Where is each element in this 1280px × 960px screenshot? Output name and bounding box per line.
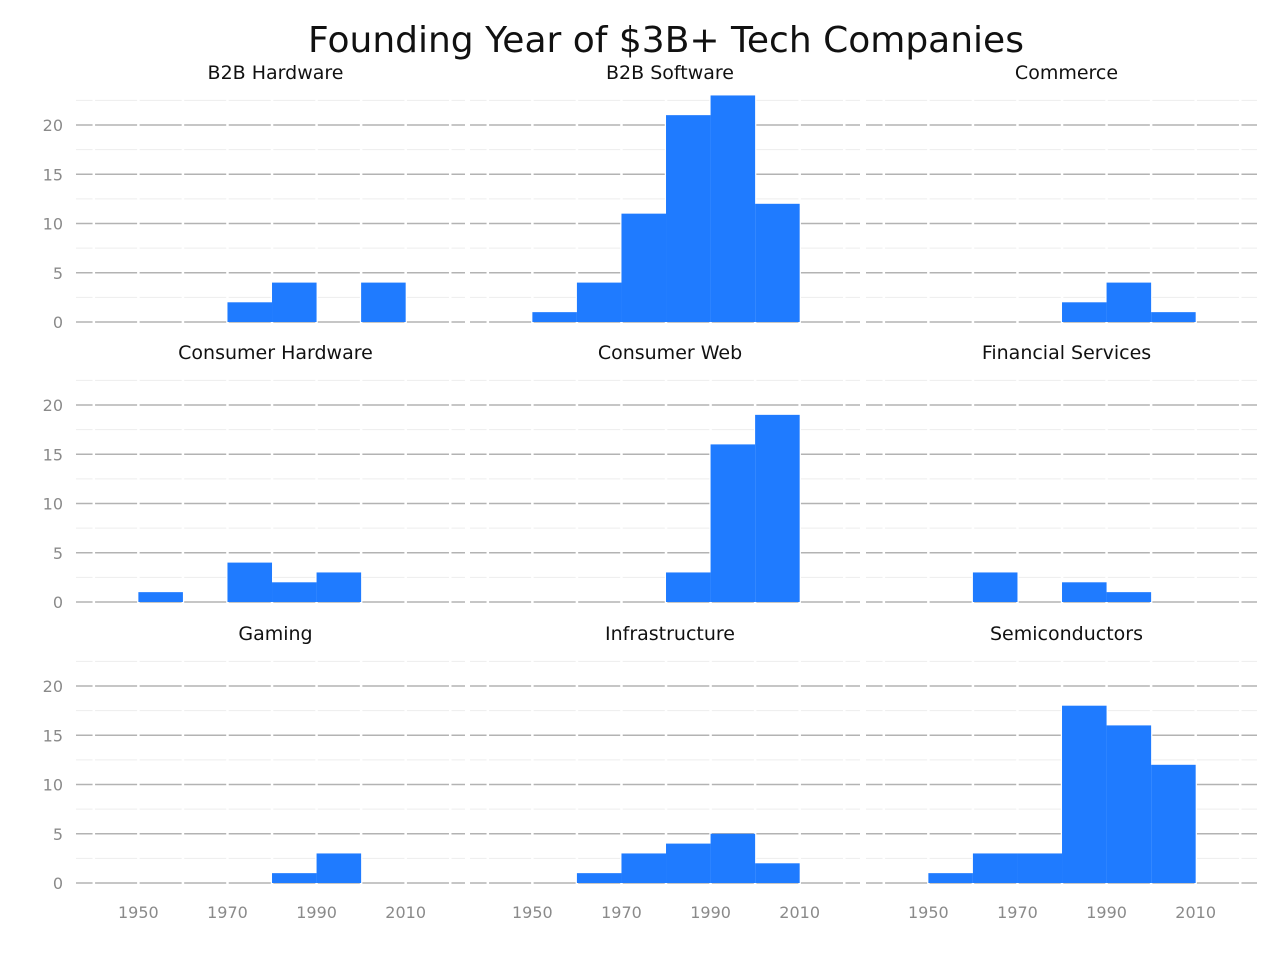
y-tick-label: 5 [53,544,63,563]
y-tick-label: 15 [43,445,63,464]
panel-b2b-hardware: B2B Hardware 1970s: 2B2B Hardware 1980s:… [43,62,465,332]
y-tick-label: 15 [43,165,63,184]
x-tick-label: 1970 [997,903,1038,922]
histogram-bar: Financial Services 1990s: 1 [1106,592,1152,602]
panel-title: Semiconductors [990,623,1143,645]
histogram-bar: Gaming 1990s: 3 [316,853,362,883]
y-tick-label: 0 [53,313,63,332]
x-tick-label: 2010 [385,903,426,922]
y-tick-label: 20 [43,396,63,415]
x-tick-label: 1990 [1086,903,1127,922]
x-tick-label: 1970 [207,903,248,922]
histogram-bar: Infrastructure 1990s: 5 [710,833,756,883]
y-tick-label: 0 [53,593,63,612]
histogram-bar: Consumer Web 2000s: 19 [755,414,800,602]
y-tick-label: 5 [53,825,63,844]
histogram-bar: Semiconductors 1990s: 16 [1106,725,1152,883]
y-tick-label: 5 [53,264,63,283]
panel-title: Commerce [1015,62,1118,84]
panel-gaming: Gaming 1980s: 1Gaming 1990s: 3 Gaming 0 5 10… [43,623,465,922]
histogram-bar: Financial Services 1960s: 3 [972,572,1018,602]
histogram-bar: Semiconductors 1950s: 1 [928,873,973,883]
histogram-bar: Consumer Hardware 1970s: 4 [227,562,273,602]
histogram-bar: Gaming 1980s: 1 [272,873,317,883]
y-tick-label: 10 [43,495,63,514]
panel-title: Consumer Web [598,342,742,364]
panel-b2b-software: B2B Software 1950s: 1B2B Software 1960s:… [470,62,860,323]
histogram-bar: B2B Software 1960s: 4 [576,282,622,322]
panel-financial-services: Financial Services 1960s: 3 Financial Ser… [866,342,1257,603]
histogram-bar: Commerce 1990s: 4 [1106,282,1152,322]
histogram-bar: Commerce 1980s: 2 [1062,302,1107,322]
histogram-bar: Financial Services 1980s: 2 [1062,582,1107,602]
histogram-bar: Infrastructure 1970s: 3 [621,853,667,883]
panel-group: B2B Hardware 1970s: 2B2B Hardware 1980s:… [43,62,1257,922]
histogram-bar: Infrastructure 1960s: 1 [576,873,622,883]
histogram-bar: Infrastructure 1980s: 4 [666,843,711,883]
x-tick-label: 1950 [908,903,949,922]
histogram-bar: B2B Hardware 1980s: 4 [272,282,317,322]
panel-semiconductors: Semiconductors 1950s: 1Semiconductors 19… [866,623,1257,922]
histogram-bar: Consumer Hardware 1950s: 1 [138,592,183,602]
panel-commerce: Commerce 1980s: 2Commerce 1990s: 4Commer… [866,62,1257,323]
panel-infrastructure: Infrastructure 1960s: 1Infrastructure 19… [470,623,860,922]
x-tick-label: 1950 [118,903,159,922]
x-tick-label: 1990 [690,903,731,922]
histogram-bar: B2B Software 1980s: 21 [666,115,711,323]
x-tick-label: 1950 [512,903,553,922]
histogram-bar: B2B Hardware 1970s: 2 [227,302,273,322]
x-tick-label: 2010 [779,903,820,922]
panel-title: Consumer Hardware [178,342,373,364]
histogram-bar: Consumer Web 1990s: 16 [710,444,756,602]
x-tick-label: 2010 [1175,903,1216,922]
histogram-bar: Consumer Web 1980s: 3 [666,572,711,602]
histogram-bar: Infrastructure 2000s: 2 [755,863,800,883]
histogram-bar: B2B Software 1990s: 23 [710,95,756,322]
x-tick-label: 1990 [296,903,337,922]
histogram-bar: Semiconductors 1960s: 3 [972,853,1018,883]
chart-title: Founding Year of $3B+ Tech Companies [308,20,1024,61]
y-tick-label: 20 [43,116,63,135]
y-tick-label: 10 [43,215,63,234]
panel-title: B2B Hardware [208,62,344,84]
panel-title: Gaming [238,623,312,645]
histogram-bar: Semiconductors 1980s: 18 [1062,705,1107,883]
panel-consumer-web: Consumer Web 1980s: 3Consumer Web 1990s:… [470,342,860,603]
histogram-bar: B2B Software 1970s: 11 [621,213,667,322]
histogram-bar: B2B Software 1950s: 1 [532,312,577,322]
y-tick-label: 10 [43,776,63,795]
histogram-bar: Semiconductors 2000s: 12 [1151,764,1196,883]
x-tick-label: 1970 [601,903,642,922]
panel-consumer-hardware: Consumer Hardware 1950s: 1 Consumer Hardw… [43,342,465,612]
y-tick-label: 20 [43,677,63,696]
panel-title: Financial Services [982,342,1151,364]
panel-title: B2B Software [606,62,734,84]
histogram-bar: B2B Hardware 2000s: 4 [361,282,406,322]
panel-title: Infrastructure [605,623,735,645]
y-tick-label: 15 [43,726,63,745]
histogram-bar: B2B Software 2000s: 12 [755,203,800,322]
y-tick-label: 0 [53,874,63,893]
histogram-bar: Commerce 2000s: 1 [1151,312,1196,322]
histogram-bar: Consumer Hardware 1980s: 2 [272,582,317,602]
histogram-bar: Semiconductors 1970s: 3 [1017,853,1063,883]
histogram-bar: Consumer Hardware 1990s: 3 [316,572,362,602]
